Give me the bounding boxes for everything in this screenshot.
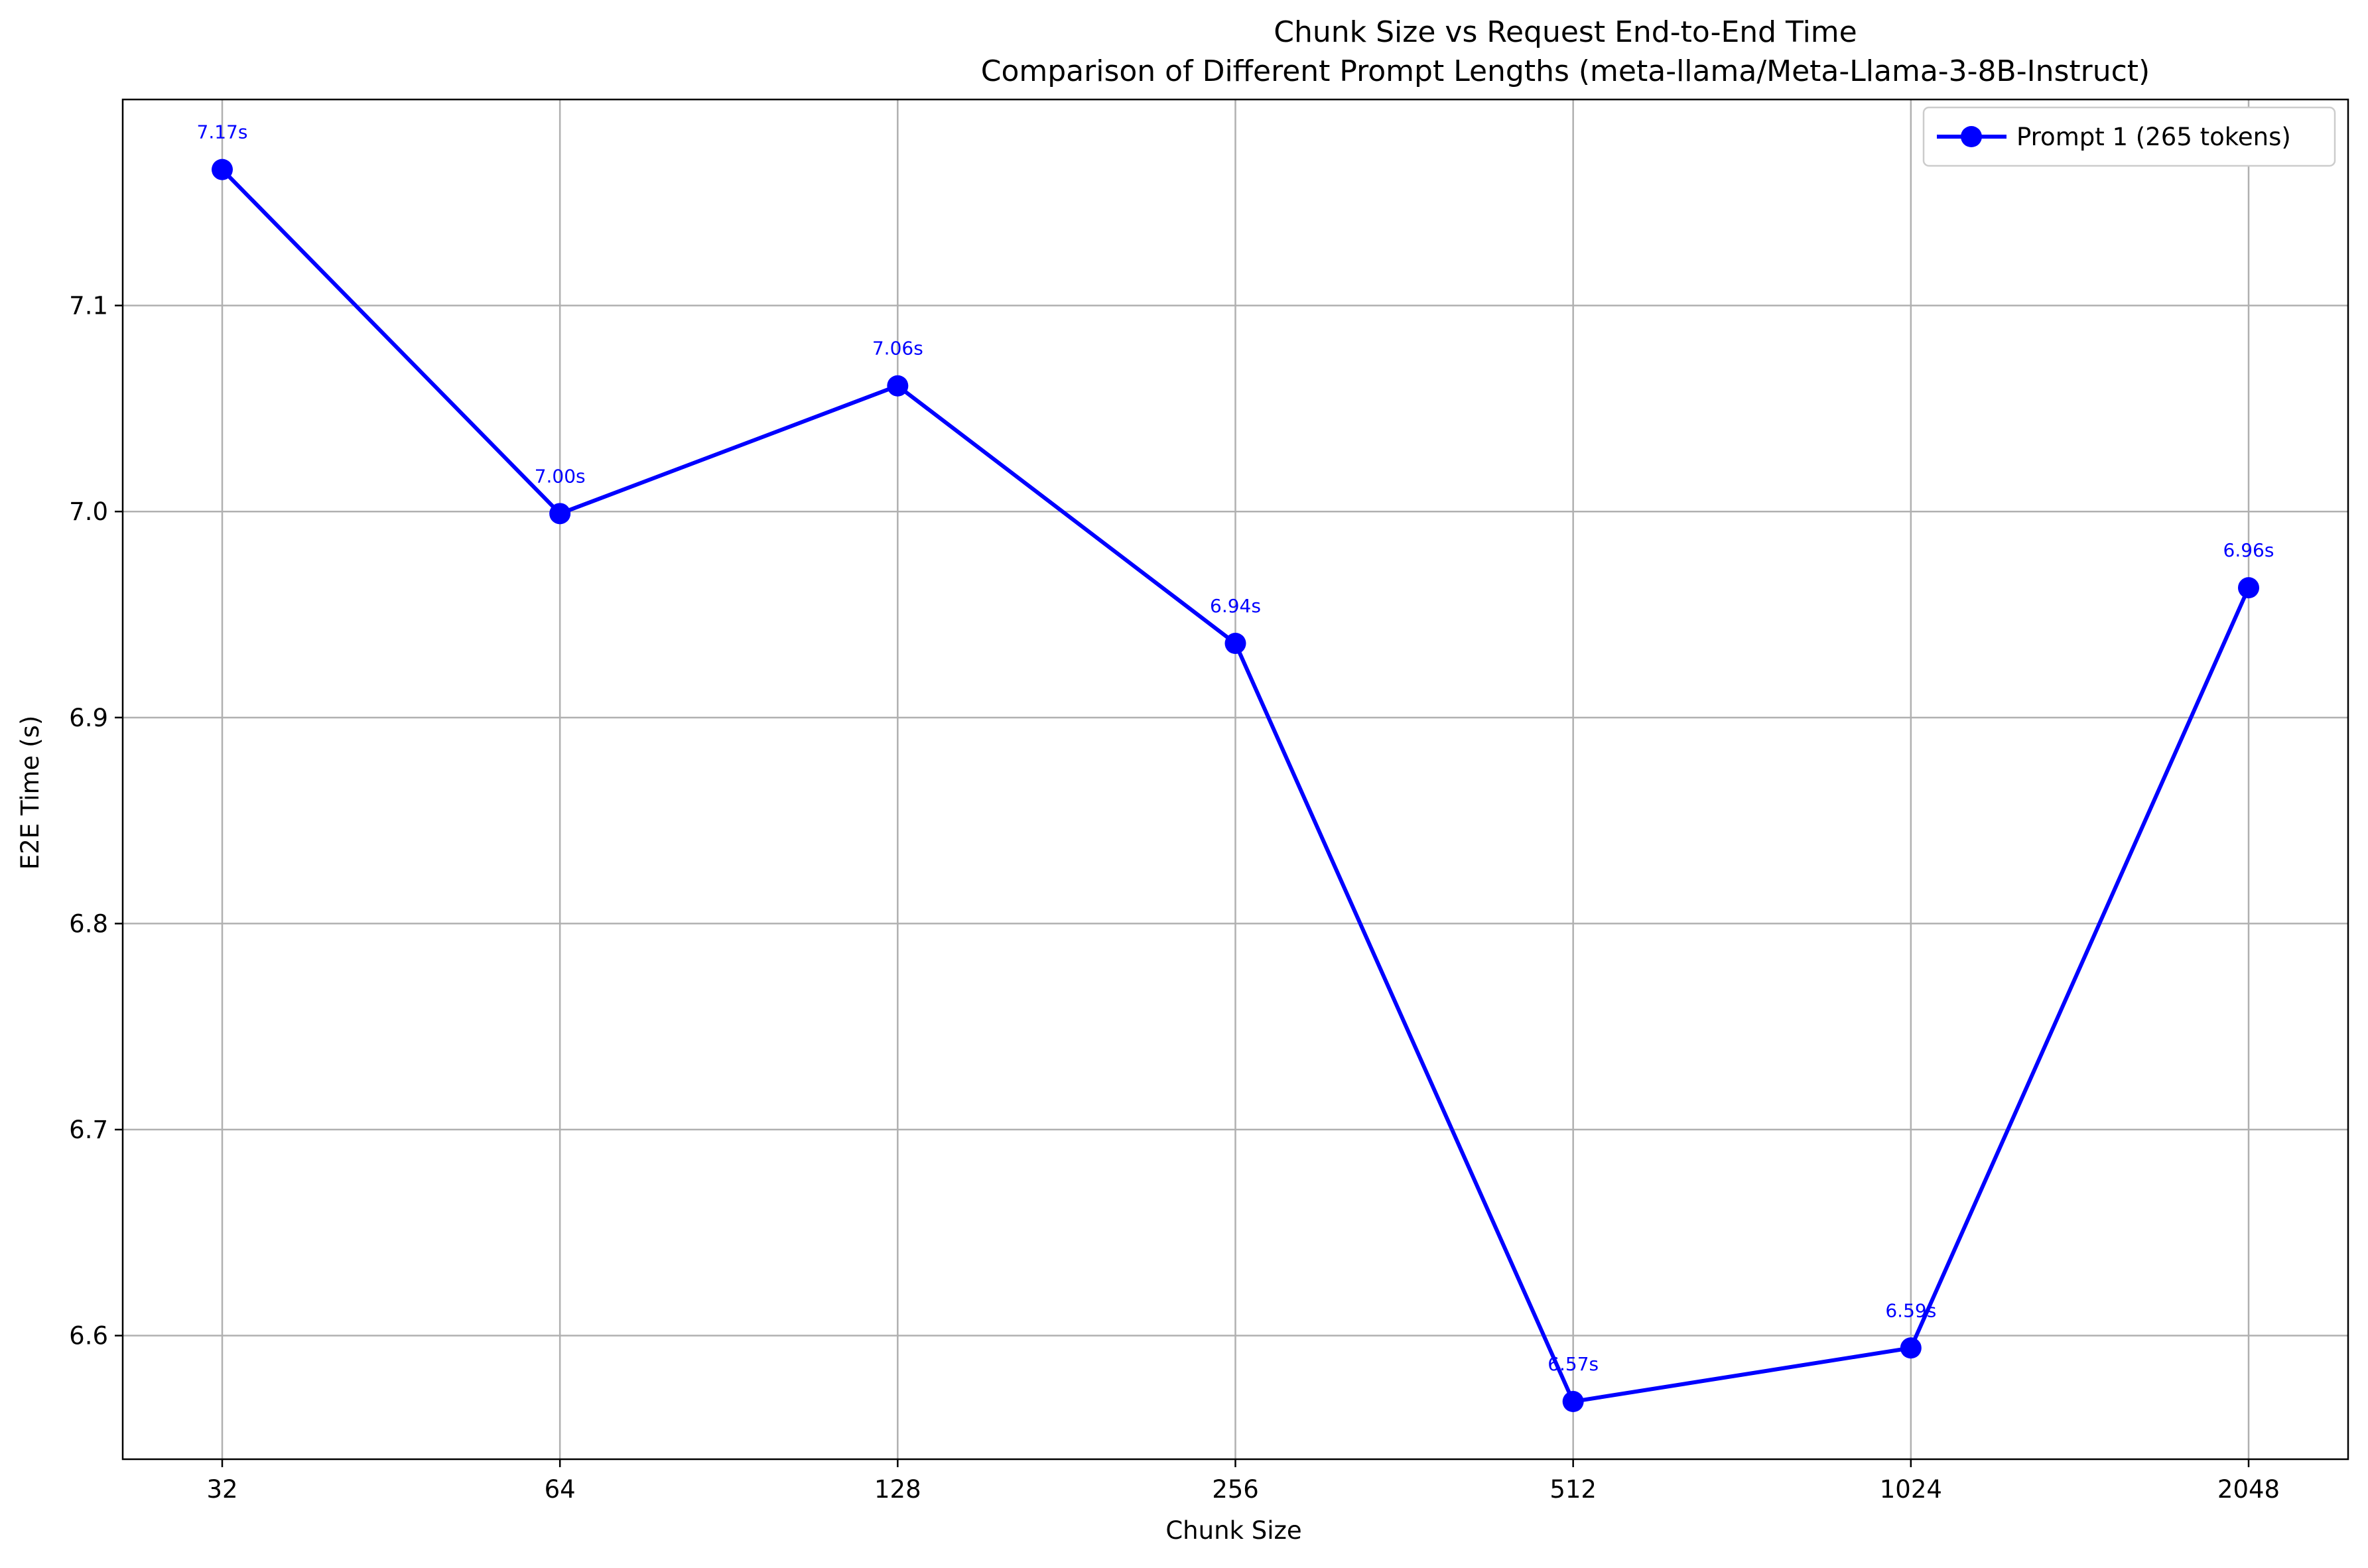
data-point (1900, 1337, 1922, 1359)
x-tick-label: 32 (206, 1475, 237, 1504)
y-tick-label: 6.6 (69, 1322, 108, 1350)
y-axis-label: E2E Time (s) (16, 716, 44, 870)
x-tick-label: 512 (1549, 1475, 1597, 1504)
legend: Prompt 1 (265 tokens) (1922, 106, 2336, 167)
data-label: 6.96s (2223, 539, 2274, 561)
data-label: 6.59s (1885, 1299, 1936, 1321)
data-point (549, 503, 571, 525)
chart-title: Chunk Size vs Request End-to-End Time (1274, 15, 1857, 49)
legend-box (1922, 106, 2336, 167)
x-axis-label: Chunk Size (1165, 1516, 1301, 1545)
x-tick-label: 256 (1212, 1475, 1259, 1504)
data-label: 7.17s (197, 121, 248, 143)
y-tick-label: 7.0 (69, 497, 108, 526)
y-tick-label: 7.1 (69, 292, 108, 320)
data-label: 7.00s (535, 465, 586, 487)
y-tick-label: 6.8 (69, 909, 108, 938)
y-tick-label: 6.7 (69, 1116, 108, 1144)
data-point (2238, 577, 2259, 599)
data-label: 7.06s (872, 338, 923, 359)
grid-layer (123, 99, 2348, 1459)
legend-marker-swatch (1961, 126, 1982, 147)
x-tick-label: 2048 (2217, 1475, 2280, 1504)
data-labels-layer: 7.17s 7.00s 7.06s 6.94s 6.57s 6.59s 6.96s (197, 121, 2274, 1375)
data-label: 6.94s (1210, 595, 1261, 617)
legend-entry-label: Prompt 1 (265 tokens) (2016, 123, 2291, 151)
data-point (212, 159, 233, 180)
data-point (1224, 633, 1246, 654)
data-label: 6.57s (1547, 1353, 1599, 1375)
x-tick-label: 64 (545, 1475, 576, 1504)
data-point (887, 375, 909, 397)
x-tick-label: 1024 (1880, 1475, 1942, 1504)
series-layer (212, 159, 2259, 1413)
data-point (1562, 1391, 1584, 1413)
y-tick-label: 6.9 (69, 704, 108, 732)
ticks-layer: 32 64 128 256 512 1024 2048 6.6 6.7 6.8 6.9 7.0 7.1 (69, 292, 2280, 1504)
chart-subtitle: Comparison of Different Prompt Lengths (… (981, 54, 2150, 88)
x-tick-label: 128 (874, 1475, 921, 1504)
